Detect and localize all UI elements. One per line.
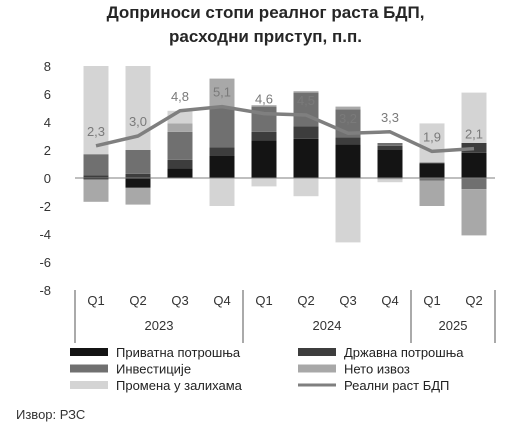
quarter-label: Q3 xyxy=(339,293,356,308)
bar-segment xyxy=(377,143,403,146)
bar-segment xyxy=(293,126,319,139)
bar-segment xyxy=(125,187,151,205)
gdp-data-label: 1,9 xyxy=(423,129,441,144)
bar-segment xyxy=(83,175,109,178)
quarter-label: Q2 xyxy=(297,293,314,308)
bar-segment xyxy=(167,168,193,178)
bar-segment xyxy=(83,154,109,176)
quarter-label: Q1 xyxy=(87,293,104,308)
bar-segment xyxy=(293,92,319,127)
quarter-label: Q2 xyxy=(465,293,482,308)
legend-label: Државна потрошња xyxy=(344,345,464,360)
gdp-data-label: 3,2 xyxy=(339,111,357,126)
gdp-growth-line xyxy=(95,104,475,154)
bar-segment xyxy=(293,91,319,93)
chart-title-line-1: Доприноси стопи реалног раста БДП, xyxy=(106,3,425,22)
legend-label: Промена у залихама xyxy=(116,378,243,393)
quarter-label: Q4 xyxy=(381,293,398,308)
bar-segment xyxy=(125,173,151,178)
legend-label: Приватна потрошња xyxy=(116,345,241,360)
bar-segment xyxy=(209,108,235,148)
chart-title-line-2: расходни приступ, п.п. xyxy=(169,27,362,46)
gdp-data-label: 2,3 xyxy=(87,124,105,139)
y-tick-label: 2 xyxy=(44,143,51,158)
y-tick-label: -4 xyxy=(39,227,51,242)
quarter-label: Q3 xyxy=(171,293,188,308)
bar-segment xyxy=(461,92,487,143)
bar-segment xyxy=(377,178,403,180)
gdp-data-label: 5,1 xyxy=(213,85,231,100)
bar-segment xyxy=(419,180,445,206)
gdp-data-label: 4,5 xyxy=(297,93,315,108)
legend-swatch xyxy=(70,381,108,389)
bar-segment xyxy=(419,178,445,181)
y-tick-label: 0 xyxy=(44,171,51,186)
quarter-label: Q1 xyxy=(255,293,272,308)
bar-segment xyxy=(209,147,235,156)
y-tick-label: 6 xyxy=(44,87,51,102)
bar-segment xyxy=(377,150,403,178)
quarter-label: Q4 xyxy=(213,293,230,308)
bar-segment xyxy=(167,123,193,132)
bar-segment xyxy=(461,189,487,236)
gdp-data-label: 2,1 xyxy=(465,127,483,142)
y-tick-label: 8 xyxy=(44,59,51,74)
legend-swatch xyxy=(298,348,336,356)
bar-segment xyxy=(293,138,319,178)
gdp-data-label: 3,3 xyxy=(381,110,399,125)
legend-label: Нето извоз xyxy=(344,362,410,377)
bar-segment xyxy=(419,162,445,164)
bar-segment xyxy=(251,131,277,141)
bar-segment xyxy=(125,178,151,188)
bar-segment xyxy=(335,106,361,110)
y-tick-label: 4 xyxy=(44,115,51,130)
bar-segment xyxy=(209,78,235,108)
legend-swatch xyxy=(298,364,336,373)
bar-segment xyxy=(419,164,445,178)
bar-segment xyxy=(251,140,277,178)
y-tick-label: -6 xyxy=(39,255,51,270)
quarter-label: Q2 xyxy=(129,293,146,308)
year-label: 2023 xyxy=(145,318,174,333)
y-tick-label: -8 xyxy=(39,283,51,298)
bar-segment xyxy=(251,178,277,187)
bar-segment xyxy=(335,178,361,243)
bar-segment xyxy=(335,137,361,145)
legend-swatch xyxy=(70,348,108,356)
bar-segment xyxy=(167,159,193,169)
quarter-label: Q1 xyxy=(423,293,440,308)
bar-segment xyxy=(125,150,151,174)
bar-segment xyxy=(461,152,487,178)
bar-segment xyxy=(167,131,193,160)
bar-segment xyxy=(377,145,403,150)
bar-segment xyxy=(83,179,109,202)
bar-segment xyxy=(335,144,361,178)
legend-label: Инвестиције xyxy=(116,362,191,377)
bar-segment xyxy=(83,66,109,155)
bar-segment xyxy=(251,105,277,107)
legend-swatch xyxy=(70,364,108,373)
bar-segment xyxy=(209,178,235,206)
y-tick-label: -2 xyxy=(39,199,51,214)
source-note: Извор: РЗС xyxy=(16,407,86,422)
gdp-data-label: 4,6 xyxy=(255,92,273,107)
bar-segment xyxy=(377,179,403,183)
bar-segment xyxy=(293,178,319,197)
bar-segment xyxy=(209,155,235,178)
legend-label: Реални раст БДП xyxy=(344,378,449,393)
bar-segment xyxy=(419,123,445,163)
bar-segment xyxy=(461,143,487,153)
bar-segment xyxy=(83,178,109,180)
gdp-data-label: 4,8 xyxy=(171,89,189,104)
year-label: 2025 xyxy=(439,318,468,333)
bar-segment xyxy=(461,178,487,190)
gdp-data-label: 3,0 xyxy=(129,114,147,129)
year-label: 2024 xyxy=(313,318,342,333)
